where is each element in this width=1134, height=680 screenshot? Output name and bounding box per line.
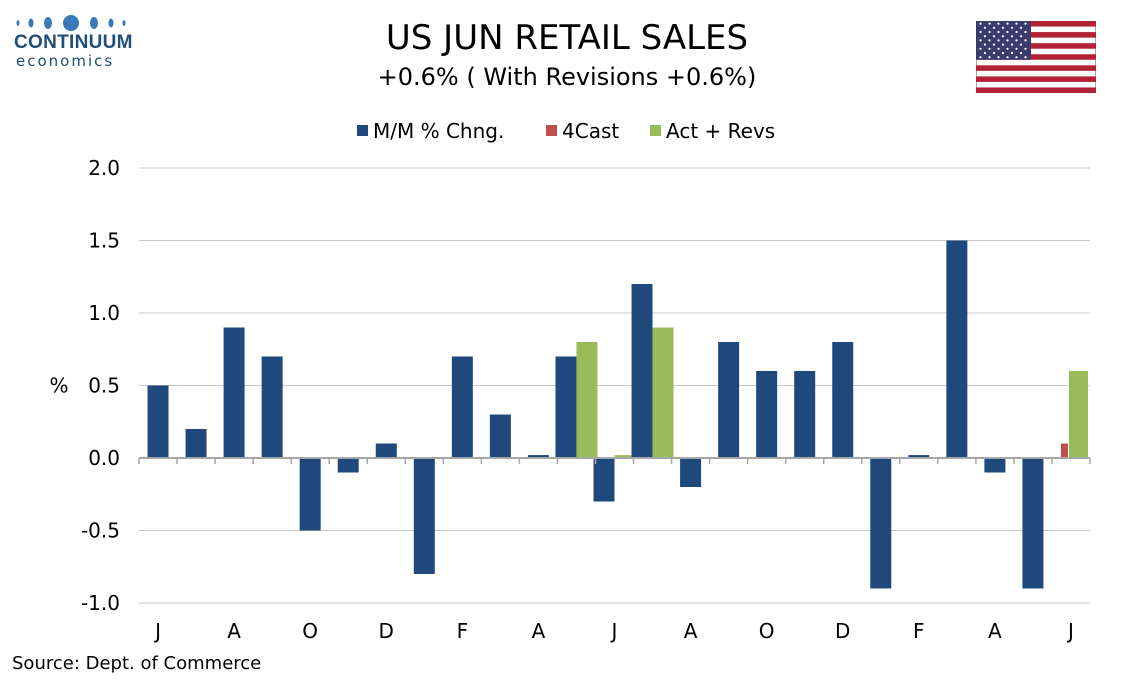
gridlines bbox=[139, 167, 1090, 604]
us-flag-icon bbox=[976, 21, 1096, 93]
legend: M/M % Chng. 4Cast Act + Revs bbox=[357, 119, 775, 143]
x-tick-label: J bbox=[1066, 619, 1074, 643]
bar-act-revs bbox=[576, 342, 598, 458]
bar-mm-chng bbox=[718, 342, 740, 458]
legend-label: 4Cast bbox=[562, 119, 619, 143]
y-tick-label: 1.5 bbox=[88, 229, 120, 253]
bar-mm-chng bbox=[223, 327, 245, 458]
bar-mm-chng bbox=[908, 455, 930, 458]
bar-mm-chng bbox=[555, 356, 577, 458]
bar-mm-chng bbox=[631, 284, 653, 458]
y-tick-label: -1.0 bbox=[81, 591, 120, 615]
bar-mm-chng bbox=[1022, 458, 1044, 589]
axes bbox=[138, 457, 1091, 464]
legend-swatch bbox=[546, 125, 557, 136]
bar-mm-chng bbox=[794, 371, 816, 458]
y-tick-label: -0.5 bbox=[81, 519, 120, 543]
bar-mm-chng bbox=[984, 458, 1006, 473]
legend-swatch bbox=[357, 125, 368, 136]
bar-mm-chng bbox=[756, 371, 778, 458]
bar-act-revs bbox=[1068, 371, 1088, 458]
x-tick-label: O bbox=[759, 619, 775, 643]
y-tick-label: 0.5 bbox=[88, 374, 120, 398]
y-tick-label: 1.0 bbox=[88, 301, 120, 325]
y-axis-label: % bbox=[49, 374, 68, 398]
x-tick-label: A bbox=[684, 619, 698, 643]
bar-mm-chng bbox=[680, 458, 702, 487]
bar-mm-chng bbox=[299, 458, 321, 531]
x-tick-label: F bbox=[457, 619, 469, 643]
bar-mm-chng bbox=[527, 455, 549, 458]
x-tick-label: J bbox=[153, 619, 161, 643]
x-tick-label: F bbox=[913, 619, 925, 643]
bar-mm-chng bbox=[147, 385, 169, 458]
continuum-logo: CONTINUUM economics bbox=[14, 14, 138, 69]
x-tick-label: O bbox=[302, 619, 318, 643]
bar-mm-chng bbox=[375, 443, 397, 458]
bar-mm-chng bbox=[489, 414, 511, 458]
chart-title: US JUN RETAIL SALES bbox=[385, 18, 749, 58]
x-tick-label: A bbox=[532, 619, 546, 643]
logo-sub: economics bbox=[16, 52, 115, 70]
x-tick-label: A bbox=[227, 619, 241, 643]
bar-mm-chng bbox=[337, 458, 359, 473]
bar-mm-chng bbox=[413, 458, 435, 574]
x-tick-label: D bbox=[835, 619, 850, 643]
bar-4cast bbox=[1060, 443, 1068, 458]
bar-mm-chng bbox=[261, 356, 283, 458]
legend-swatch bbox=[650, 125, 661, 136]
x-tick-label: D bbox=[379, 619, 394, 643]
bar-mm-chng bbox=[451, 356, 473, 458]
bar-mm-chng bbox=[832, 342, 854, 458]
bars bbox=[147, 240, 1088, 589]
chart-subtitle: +0.6% ( With Revisions +0.6%) bbox=[377, 63, 757, 91]
bar-act-revs bbox=[614, 455, 636, 458]
bar-act-revs bbox=[652, 327, 674, 458]
bar-mm-chng bbox=[185, 429, 207, 458]
logo-name: CONTINUUM bbox=[14, 32, 133, 53]
x-tick-label: J bbox=[610, 619, 618, 643]
logo-dots-icon bbox=[16, 15, 126, 31]
y-tick-label: 0.0 bbox=[88, 446, 120, 470]
bar-mm-chng bbox=[946, 240, 968, 458]
legend-label: Act + Revs bbox=[666, 119, 775, 143]
bar-mm-chng bbox=[870, 458, 892, 589]
y-tick-labels: 2.0 1.5 1.0 0.5 0.0 -0.5 -1.0 bbox=[81, 156, 120, 615]
bar-mm-chng bbox=[593, 458, 615, 502]
source-note: Source: Dept. of Commerce bbox=[12, 653, 262, 674]
legend-label: M/M % Chng. bbox=[373, 119, 504, 143]
x-tick-label: A bbox=[988, 619, 1002, 643]
y-tick-label: 2.0 bbox=[88, 156, 120, 180]
